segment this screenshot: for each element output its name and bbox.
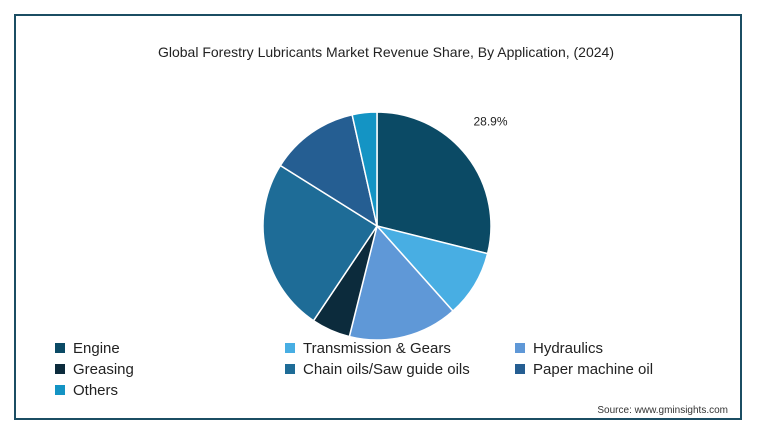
legend-item: Greasing — [55, 360, 285, 378]
pie-data-labels: 28.9% — [473, 114, 507, 128]
pie-slice-engine — [376, 111, 492, 255]
legend-item: Chain oils/Saw guide oils — [285, 360, 515, 378]
legend-label: Chain oils/Saw guide oils — [303, 360, 470, 378]
legend-item: Hydraulics — [515, 339, 695, 357]
legend-item: Paper machine oil — [515, 360, 695, 378]
legend-label: Others — [73, 381, 119, 399]
pie-slice-paper-machine-oil — [279, 113, 379, 228]
pie-slice-hydraulics — [348, 224, 454, 341]
legend-item: Transmission & Gears — [285, 339, 515, 357]
legend-swatch — [55, 385, 65, 395]
legend-label: Paper machine oil — [533, 360, 654, 378]
pie-slices — [262, 111, 492, 341]
legend-item: Engine — [55, 339, 285, 357]
pie-slice-chain-oils-saw-guide-oils — [262, 164, 379, 322]
legend-swatch — [285, 364, 295, 374]
legend-item: Others — [55, 381, 285, 399]
pie-slice-others — [351, 111, 378, 227]
chart-legend: Engine Transmission & Gears Hydraulics Grea… — [55, 339, 695, 399]
data-label-engine: 28.9% — [473, 114, 507, 128]
legend-label: Engine — [73, 339, 120, 357]
legend-swatch — [55, 364, 65, 374]
source-note: Source: www.gminsights.com — [597, 405, 728, 416]
legend-swatch — [515, 364, 525, 374]
legend-swatch — [55, 343, 65, 353]
legend-swatch — [515, 343, 525, 353]
legend-swatch — [285, 343, 295, 353]
legend-label: Transmission & Gears — [303, 339, 451, 357]
chart-title: Global Forestry Lubricants Market Revenu… — [157, 44, 614, 60]
legend-label: Hydraulics — [533, 339, 604, 357]
legend-label: Greasing — [73, 360, 134, 378]
